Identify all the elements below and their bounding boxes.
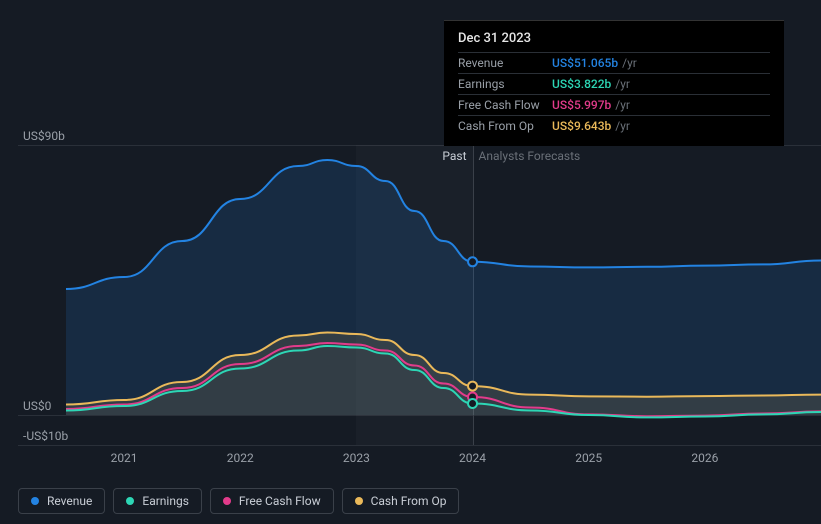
chart-svg (66, 145, 821, 445)
tooltip-metric-unit: /yr (615, 98, 630, 112)
tooltip-row: RevenueUS$51.065b/yr (458, 52, 770, 73)
legend-dot (355, 497, 363, 505)
tooltip-date: Dec 31 2023 (458, 27, 770, 52)
legend-item-revenue[interactable]: Revenue (18, 488, 105, 514)
legend-dot (223, 497, 231, 505)
x-axis-label: 2025 (575, 451, 602, 465)
legend-item-cash-from-op[interactable]: Cash From Op (342, 488, 460, 514)
x-axis-label: 2026 (691, 451, 718, 465)
tooltip-metric-unit: /yr (615, 119, 630, 133)
tooltip-row: EarningsUS$3.822b/yr (458, 73, 770, 94)
tooltip-metric-label: Revenue (458, 56, 552, 70)
tooltip-metric-label: Cash From Op (458, 119, 552, 133)
x-axis-label: 2022 (227, 451, 254, 465)
hover-dot-cash_from_op (468, 382, 477, 391)
tooltip-metric-unit: /yr (615, 77, 630, 91)
x-axis-label: 2023 (343, 451, 370, 465)
hover-dot-earnings (468, 399, 477, 408)
x-axis-label: 2024 (459, 451, 486, 465)
tooltip-metric-label: Earnings (458, 77, 552, 91)
legend-item-free-cash-flow[interactable]: Free Cash Flow (210, 488, 334, 514)
tooltip-metric-value: US$9.643b (552, 119, 611, 133)
tooltip-metric-unit: /yr (622, 56, 637, 70)
legend-item-earnings[interactable]: Earnings (113, 488, 202, 514)
financial-chart: US$90b US$0 -US$10b Past Analysts Forecast… (18, 0, 821, 524)
plot-area[interactable]: Past Analysts Forecasts (66, 145, 821, 445)
tooltip-metric-label: Free Cash Flow (458, 98, 552, 112)
gridline (18, 445, 821, 446)
y-axis-label: -US$10b (23, 429, 68, 443)
tooltip-row: Free Cash FlowUS$5.997b/yr (458, 94, 770, 115)
chart-legend: Revenue Earnings Free Cash Flow Cash From O… (18, 488, 459, 514)
legend-dot (126, 497, 134, 505)
tooltip-row: Cash From OpUS$9.643b/yr (458, 115, 770, 136)
tooltip-metric-value: US$51.065b (552, 56, 618, 70)
x-axis-label: 2021 (111, 451, 138, 465)
legend-dot (31, 497, 39, 505)
tooltip-metric-value: US$3.822b (552, 77, 611, 91)
legend-label: Earnings (142, 494, 189, 508)
legend-label: Cash From Op (371, 494, 447, 508)
y-axis-label: US$0 (23, 399, 51, 413)
legend-label: Revenue (47, 494, 92, 508)
legend-label: Free Cash Flow (239, 494, 321, 508)
chart-tooltip: Dec 31 2023 RevenueUS$51.065b/yrEarnings… (444, 20, 784, 146)
y-axis-label: US$90b (23, 129, 65, 143)
hover-dot-revenue (468, 257, 477, 266)
tooltip-metric-value: US$5.997b (552, 98, 611, 112)
